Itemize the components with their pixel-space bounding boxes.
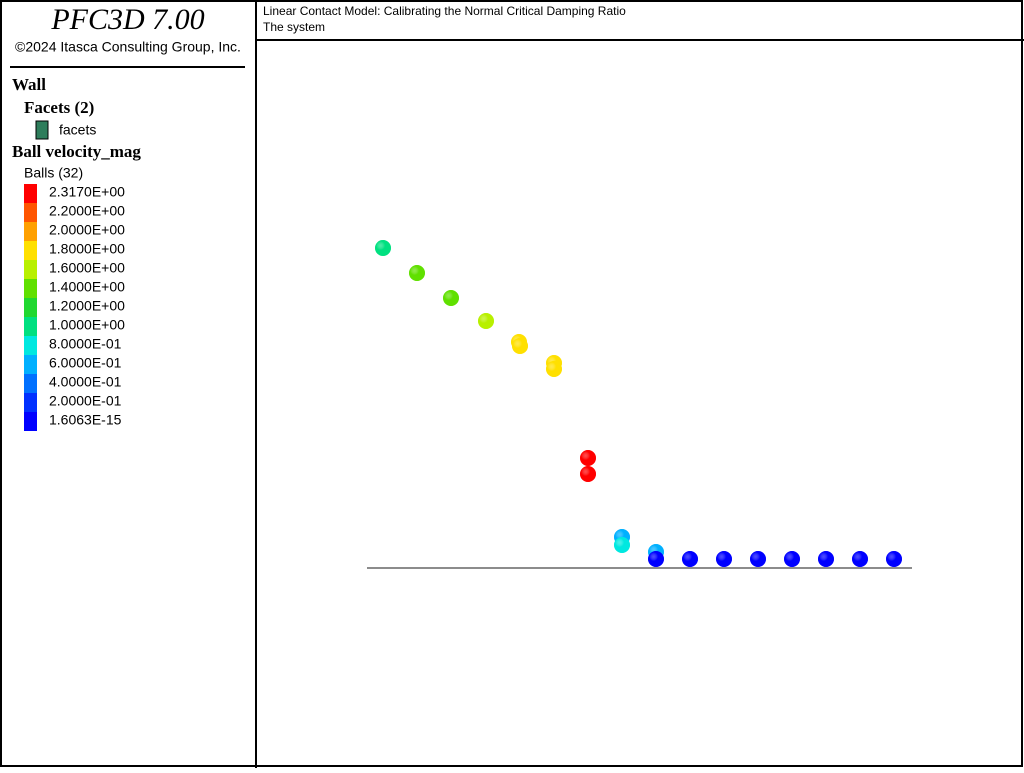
scale-swatch (24, 298, 37, 317)
scale-swatch (24, 355, 37, 374)
plot-title: Linear Contact Model: Calibrating the No… (263, 4, 626, 18)
scale-label: 1.0000E+00 (49, 317, 125, 333)
ball-shade (409, 265, 425, 281)
scale-label: 2.2000E+00 (49, 203, 125, 219)
scale-swatch (24, 203, 37, 222)
scale-swatch (24, 260, 37, 279)
scale-label: 6.0000E-01 (49, 355, 122, 371)
product: PFC3D 7.00 (50, 3, 204, 36)
scale-swatch (24, 222, 37, 241)
scale-swatch (24, 279, 37, 298)
facets-swatch (35, 120, 49, 140)
facets-title: Facets (2) (24, 98, 94, 117)
scale-label: 2.0000E+00 (49, 222, 125, 238)
scale-swatch (24, 336, 37, 355)
scale-swatch (24, 393, 37, 412)
scale-label: 1.8000E+00 (49, 241, 125, 257)
ball-shade (375, 240, 391, 256)
scale-label: 2.3170E+00 (49, 184, 125, 200)
ball-shade (443, 290, 459, 306)
balls-title: Balls (32) (24, 165, 83, 181)
plot-subtitle: The system (263, 20, 325, 34)
ball-shade (784, 551, 800, 567)
facets-label: facets (59, 122, 96, 138)
ball-shade (818, 551, 834, 567)
ball-shade (580, 450, 596, 466)
ball-shade (886, 551, 902, 567)
ball-shade (750, 551, 766, 567)
ball-shade (716, 551, 732, 567)
scale-label: 1.4000E+00 (49, 279, 125, 295)
ball-shade (614, 537, 630, 553)
wall-title: Wall (12, 75, 46, 94)
scale-label: 1.2000E+00 (49, 298, 125, 314)
ball-shade (852, 551, 868, 567)
scale-label: 4.0000E-01 (49, 374, 122, 390)
scale-swatch (24, 374, 37, 393)
scale-label: 1.6063E-15 (49, 412, 122, 428)
scale-label: 1.6000E+00 (49, 260, 125, 276)
scale-swatch (24, 317, 37, 336)
scale-label: 2.0000E-01 (49, 393, 122, 409)
scale-swatch (24, 412, 37, 431)
ball-shade (546, 361, 562, 377)
copyright: ©2024 Itasca Consulting Group, Inc. (15, 39, 241, 55)
ball-shade (512, 338, 528, 354)
ball-shade (478, 313, 494, 329)
scale-label: 8.0000E-01 (49, 336, 122, 352)
ball-title: Ball velocity_mag (12, 142, 141, 161)
ball-shade (682, 551, 698, 567)
scale-swatch (24, 241, 37, 260)
ball-shade (580, 466, 596, 482)
scale-swatch (24, 184, 37, 203)
ball-shade (648, 551, 664, 567)
